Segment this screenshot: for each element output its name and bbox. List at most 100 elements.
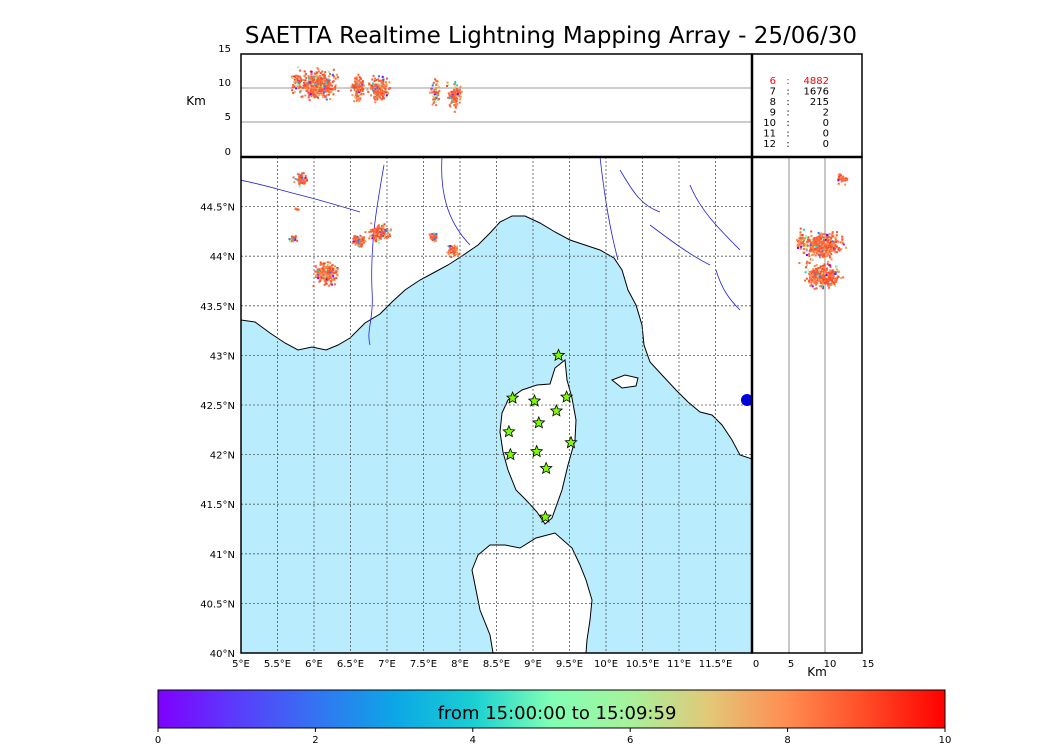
map-lightning-source bbox=[435, 239, 438, 242]
map-lightning-source bbox=[369, 228, 372, 231]
right-lightning-source bbox=[831, 235, 834, 238]
top-lightning-source bbox=[458, 91, 460, 94]
top-lightning-source bbox=[301, 87, 304, 89]
top-lightning-source bbox=[324, 76, 327, 79]
top-lightning-source bbox=[332, 93, 335, 96]
lon-tick-label: 7°E bbox=[378, 659, 396, 670]
right-lightning-source bbox=[808, 255, 811, 257]
top-lightning-source bbox=[316, 83, 319, 86]
station-count-sep: : bbox=[786, 108, 789, 119]
map-lightning-source bbox=[302, 172, 305, 175]
top-lightning-source bbox=[299, 78, 302, 81]
map-lightning-source bbox=[357, 244, 360, 247]
top-lightning-source bbox=[360, 77, 362, 80]
right-lightning-source bbox=[831, 243, 834, 246]
map-lightning-source bbox=[377, 237, 379, 240]
map-lightning-source bbox=[292, 237, 295, 240]
top-lightning-source bbox=[370, 87, 372, 90]
right-lightning-source bbox=[837, 275, 840, 278]
top-lightning-source bbox=[363, 84, 365, 87]
top-lightning-source bbox=[372, 90, 375, 93]
map-lightning-source bbox=[377, 232, 380, 235]
right-lightning-source bbox=[813, 280, 816, 283]
right-lightning-source bbox=[803, 244, 806, 247]
right-lightning-source bbox=[810, 274, 813, 277]
top-lightning-source bbox=[459, 85, 462, 88]
top-lightning-source bbox=[297, 87, 300, 90]
map-lightning-source bbox=[317, 277, 320, 280]
map-lightning-source bbox=[323, 266, 326, 269]
right-lightning-source bbox=[811, 248, 814, 251]
map-lightning-source bbox=[292, 176, 295, 179]
top-lightning-source bbox=[304, 82, 307, 85]
map-lightning-source bbox=[324, 281, 327, 283]
right-lightning-source bbox=[810, 258, 813, 261]
top-lightning-source bbox=[358, 79, 360, 82]
top-lightning-source bbox=[361, 82, 364, 85]
map-lightning-source bbox=[316, 270, 319, 273]
map-lightning-source bbox=[363, 240, 365, 243]
top-lightning-source bbox=[452, 90, 455, 93]
map-lightning-source bbox=[383, 223, 386, 226]
map-lightning-source bbox=[454, 250, 457, 253]
top-lightning-source bbox=[307, 96, 310, 99]
top-lightning-source bbox=[334, 84, 337, 87]
map-lightning-source bbox=[320, 273, 323, 276]
right-lightning-source bbox=[823, 248, 826, 251]
top-lightning-source bbox=[378, 95, 381, 98]
map-lightning-source bbox=[380, 230, 383, 233]
right-lightning-source bbox=[810, 278, 812, 281]
right-lightning-source bbox=[833, 283, 836, 286]
right-lightning-source bbox=[832, 240, 835, 243]
map-lightning-source bbox=[304, 176, 307, 179]
top-ytick-label: 15 bbox=[218, 44, 231, 55]
right-lightning-source bbox=[827, 260, 830, 263]
right-lightning-source bbox=[827, 280, 830, 283]
station-star bbox=[538, 510, 553, 523]
map-lightning-source bbox=[333, 277, 336, 280]
right-lightning-source bbox=[834, 284, 837, 287]
counts-panel: 6: 4882 7: 1676 8: 215 9: 2 10: 0 11: 0 12: 0 bbox=[751, 53, 863, 158]
top-lightning-source bbox=[330, 89, 333, 92]
top-lightning-source bbox=[374, 91, 377, 94]
right-lightning-source bbox=[802, 243, 805, 246]
map-lightning-source bbox=[290, 238, 293, 240]
right-lightning-source bbox=[805, 248, 808, 251]
right-lightning-source bbox=[837, 182, 840, 185]
top-lightning-source bbox=[453, 98, 456, 101]
top-lightning-source bbox=[293, 90, 296, 93]
map-lightning-source bbox=[352, 237, 355, 240]
map-lightning-source bbox=[297, 178, 300, 181]
map-lightning-source bbox=[454, 247, 457, 249]
top-lightning-source bbox=[355, 90, 358, 93]
map-lightning-source bbox=[292, 235, 295, 238]
lma-stations bbox=[502, 348, 578, 523]
top-lightning-source bbox=[293, 78, 296, 81]
right-lightning-source bbox=[819, 266, 822, 269]
right-lightning-source bbox=[817, 248, 820, 251]
right-lightning-source bbox=[828, 286, 831, 289]
map-lightning-source bbox=[332, 269, 335, 272]
top-lightning-source bbox=[376, 96, 379, 99]
right-lightning-source bbox=[813, 245, 816, 248]
right-lightning-source bbox=[845, 246, 848, 249]
top-lightning-source bbox=[454, 85, 457, 88]
top-lightning-source bbox=[304, 85, 307, 88]
top-lightning-source bbox=[381, 75, 384, 78]
right-lightning-source bbox=[802, 228, 805, 231]
top-lightning-source bbox=[299, 83, 302, 86]
map-lightning-source bbox=[334, 283, 336, 286]
right-lightning-source bbox=[818, 269, 820, 272]
top-lightning-source bbox=[317, 68, 320, 71]
top-lightning-source bbox=[382, 94, 385, 97]
map-lightning-source bbox=[359, 234, 362, 237]
right-lightning-source bbox=[808, 272, 811, 275]
map-lightning-source bbox=[336, 270, 339, 273]
map-lightning-source bbox=[433, 238, 436, 241]
right-lightning-source bbox=[829, 248, 832, 251]
right-lightning-source bbox=[806, 260, 809, 263]
top-lightning-source bbox=[309, 93, 312, 96]
top-lightning-source bbox=[360, 90, 363, 93]
right-lightning-source bbox=[842, 243, 845, 246]
right-lightning-source bbox=[831, 242, 834, 245]
